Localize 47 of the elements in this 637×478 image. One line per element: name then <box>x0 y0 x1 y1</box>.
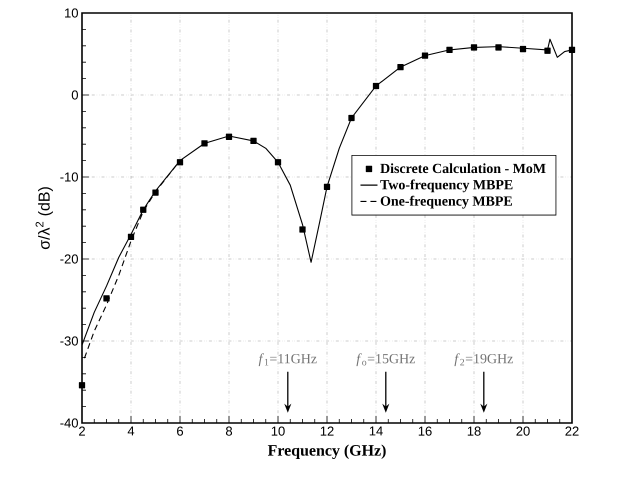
point <box>140 206 146 213</box>
x-tick-label: 8 <box>226 426 232 436</box>
point <box>446 46 453 54</box>
x-tick-label: 4 <box>128 426 134 436</box>
y-tick-label: 10 <box>65 8 78 18</box>
y-tick-label: -10 <box>60 172 78 182</box>
point <box>78 382 86 388</box>
y-tick-label: -40 <box>60 418 78 428</box>
y-tick-label: -20 <box>60 254 78 264</box>
point <box>152 189 159 196</box>
point <box>201 140 208 147</box>
x-tick-label: 20 <box>516 426 530 436</box>
point <box>176 159 184 166</box>
point <box>348 114 355 122</box>
x-axis-title: Frequency (GHz) <box>268 444 386 460</box>
x-tick-label: 6 <box>177 426 184 436</box>
point <box>422 52 428 59</box>
x-tick-label: 12 <box>320 426 334 436</box>
point <box>495 44 502 51</box>
y-tick-label: -30 <box>60 336 78 346</box>
y-axis-title: σ/λ$^{2}$ (dB) <box>36 187 53 250</box>
x-tick-label: 18 <box>468 426 481 436</box>
point <box>470 44 478 51</box>
point <box>250 138 257 144</box>
point <box>568 46 576 54</box>
point <box>299 226 306 233</box>
x-tick-label: 16 <box>418 426 432 436</box>
annotation: f$_{1}$=11GHz <box>258 353 317 366</box>
legend-label: Discrete Calculation - MoM <box>380 163 546 174</box>
x-tick-label: 22 <box>565 426 579 436</box>
point <box>226 134 232 140</box>
point <box>128 234 134 240</box>
annotation: f$_{o}$=15GHz <box>356 353 415 366</box>
point <box>397 64 404 70</box>
legend-label: Two-frequency MBPE <box>380 179 512 192</box>
legend-label: One-frequency MBPE <box>380 196 512 209</box>
x-tick-label: 2 <box>79 426 85 436</box>
annotation: f$_{2}$=19GHz <box>454 353 513 366</box>
point <box>520 46 526 52</box>
x-tick-label: 10 <box>272 426 285 436</box>
x-tick-label: 14 <box>370 426 383 436</box>
point <box>274 159 282 166</box>
point <box>103 295 110 302</box>
point <box>372 82 380 90</box>
point <box>324 184 330 190</box>
point <box>544 48 551 54</box>
y-tick-label: 0 <box>72 90 78 100</box>
